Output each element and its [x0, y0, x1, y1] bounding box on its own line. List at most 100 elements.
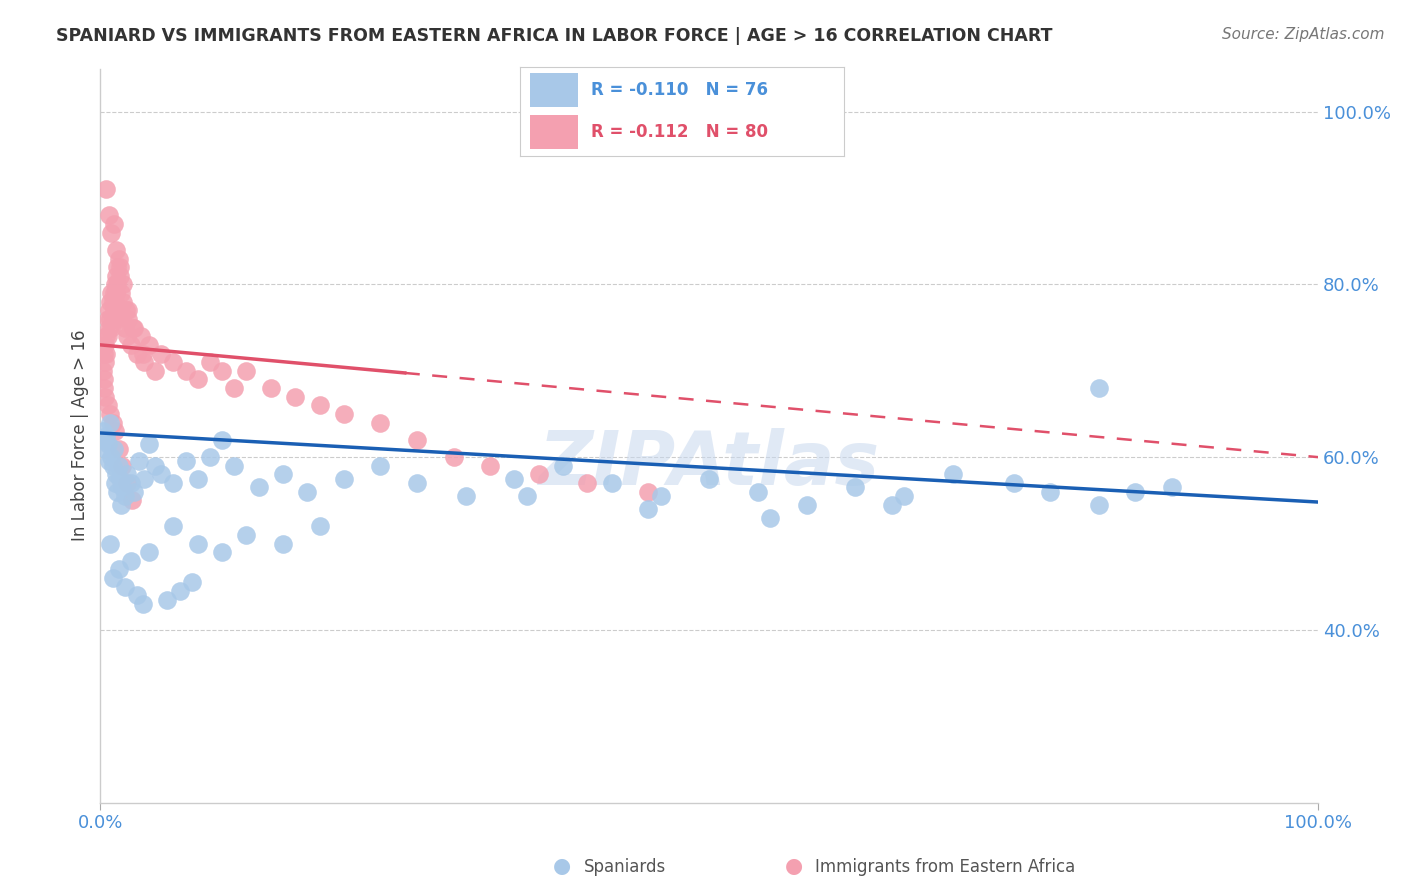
Point: [162, 355, 184, 369]
Point: [94, 338, 117, 352]
Point: [796, 498, 818, 512]
Point: [104, 476, 127, 491]
Point: [112, 277, 135, 292]
Point: [443, 450, 465, 464]
Point: [138, 545, 160, 559]
Point: [503, 472, 526, 486]
Point: [115, 467, 138, 482]
Text: ZIPAtlas: ZIPAtlas: [538, 428, 880, 501]
Point: [1088, 381, 1111, 395]
Point: [132, 597, 155, 611]
Point: [96, 428, 118, 442]
Point: [114, 580, 136, 594]
Point: [844, 480, 866, 494]
Point: [247, 480, 270, 494]
Point: [132, 346, 155, 360]
Point: [93, 433, 115, 447]
Point: [600, 476, 623, 491]
Point: [103, 286, 125, 301]
Point: [576, 476, 599, 491]
Point: [105, 467, 128, 482]
Point: [235, 528, 257, 542]
Point: [110, 498, 132, 512]
Point: [747, 484, 769, 499]
Point: [169, 584, 191, 599]
Point: [271, 467, 294, 482]
Point: [96, 182, 118, 196]
Point: [115, 303, 138, 318]
Point: [516, 489, 538, 503]
Point: [97, 312, 120, 326]
Point: [98, 536, 121, 550]
Point: [297, 484, 319, 499]
Point: [96, 346, 118, 360]
Point: [174, 364, 197, 378]
Point: [150, 467, 173, 482]
Point: [115, 329, 138, 343]
Point: [98, 407, 121, 421]
Point: [143, 364, 166, 378]
Bar: [530, 115, 578, 149]
Point: [97, 454, 120, 468]
Point: [370, 458, 392, 473]
Point: [1161, 480, 1184, 494]
Point: [174, 454, 197, 468]
Point: [117, 312, 139, 326]
Point: [112, 294, 135, 309]
Text: R = -0.112   N = 80: R = -0.112 N = 80: [592, 123, 768, 141]
Point: [162, 519, 184, 533]
Point: [650, 489, 672, 503]
Point: [187, 372, 209, 386]
Point: [187, 472, 209, 486]
Point: [308, 398, 330, 412]
Point: [1039, 484, 1062, 499]
Point: [91, 364, 114, 378]
Point: [115, 476, 138, 491]
Point: [101, 416, 124, 430]
Point: [98, 312, 121, 326]
Point: [103, 217, 125, 231]
Point: [96, 329, 118, 343]
Point: [527, 467, 550, 482]
Y-axis label: In Labor Force | Age > 16: In Labor Force | Age > 16: [72, 330, 89, 541]
Point: [942, 467, 965, 482]
Point: [93, 381, 115, 395]
Point: [105, 277, 128, 292]
Point: [97, 303, 120, 318]
Point: [211, 545, 233, 559]
Point: [143, 458, 166, 473]
Point: [94, 355, 117, 369]
Point: [103, 442, 125, 456]
Point: [97, 398, 120, 412]
Point: [93, 372, 115, 386]
Point: [110, 286, 132, 301]
Point: [138, 338, 160, 352]
Point: [1088, 498, 1111, 512]
Point: [104, 424, 127, 438]
Point: [759, 510, 782, 524]
Bar: [530, 73, 578, 107]
Point: [129, 329, 152, 343]
Point: [1125, 484, 1147, 499]
Point: [180, 575, 202, 590]
Point: [107, 442, 129, 456]
Text: ●: ●: [554, 856, 571, 876]
Point: [117, 303, 139, 318]
Point: [697, 472, 720, 486]
Point: [284, 390, 307, 404]
Point: [100, 320, 122, 334]
Point: [101, 458, 124, 473]
Point: [224, 381, 246, 395]
Point: [553, 458, 575, 473]
Point: [893, 489, 915, 503]
Point: [114, 489, 136, 503]
Point: [114, 320, 136, 334]
Point: [125, 588, 148, 602]
Point: [224, 458, 246, 473]
Point: [271, 536, 294, 550]
Point: [101, 571, 124, 585]
Point: [101, 312, 124, 326]
Point: [308, 519, 330, 533]
Point: [122, 320, 145, 334]
Point: [333, 472, 356, 486]
